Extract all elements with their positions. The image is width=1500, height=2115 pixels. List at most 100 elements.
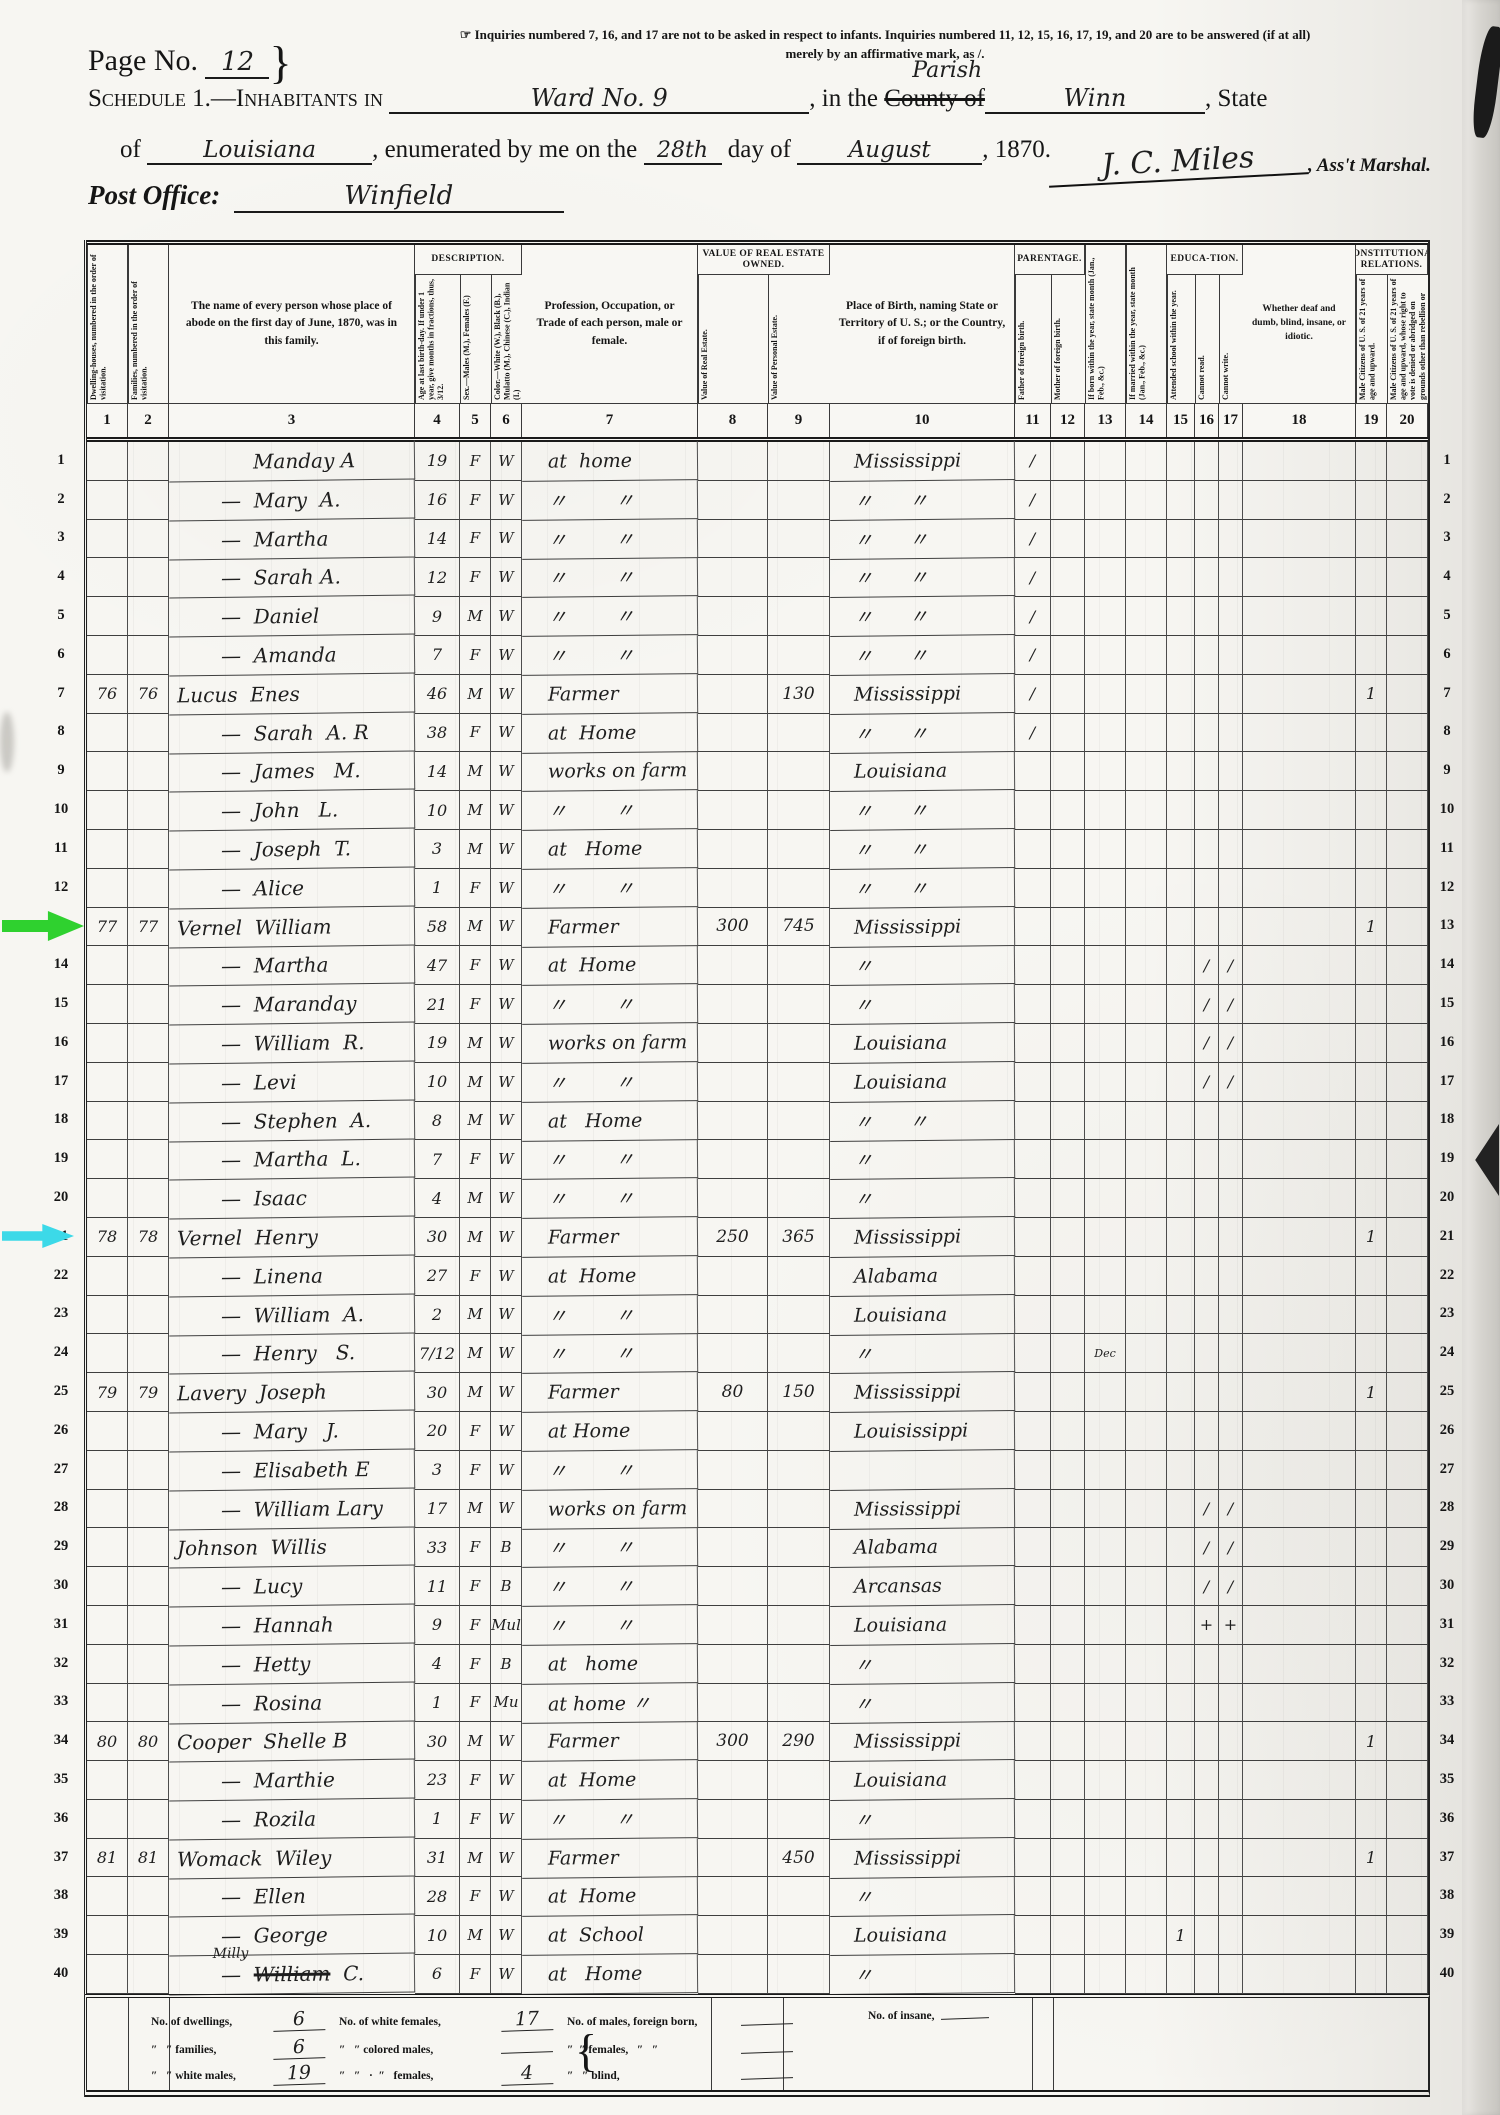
cell-m19-row-36	[1356, 1799, 1387, 1839]
column-header-20: Male Citizens of U. S. of 21 years of ag…	[1387, 275, 1428, 403]
cell-oc-row-31: 〃 〃	[521, 1604, 699, 1646]
cell-f-row-1	[128, 442, 169, 481]
cell-m14-row-2	[1126, 480, 1167, 520]
totals-value	[500, 2051, 554, 2054]
cell-m14-row-10	[1126, 791, 1167, 830]
cell-m11-row-5: /	[1015, 597, 1051, 636]
cell-m16-row-29: /	[1195, 1528, 1219, 1568]
cell-m20-row-13	[1387, 907, 1428, 947]
cell-m17-row-3	[1219, 519, 1243, 559]
column-header-13: If born within the year, state month (Ja…	[1085, 245, 1126, 403]
cell-m13-row-33	[1085, 1683, 1126, 1723]
cell-nm-row-3: — Martha	[168, 518, 416, 560]
cell-d-row-32	[87, 1644, 128, 1684]
cell-f-row-38	[128, 1877, 169, 1917]
totals-footer: No. of dwellings, 6 No. of white females,…	[84, 1994, 1430, 2097]
cell-cl-row-7: W	[491, 674, 522, 714]
cell-m17-row-28: /	[1219, 1489, 1243, 1529]
cell-m12-row-9	[1051, 752, 1085, 792]
cell-re-row-23	[698, 1295, 768, 1335]
cell-oc-row-15: 〃 〃	[521, 984, 699, 1025]
cell-m15-row-37	[1167, 1838, 1195, 1878]
cell-m11-row-16	[1015, 1023, 1051, 1063]
cell-m17-row-9	[1219, 752, 1243, 792]
column-header-9: Value of Personal Estate.	[768, 275, 830, 403]
cell-nm-row-6: — Amanda	[168, 634, 416, 677]
row-number-left-35: 35	[53, 1770, 69, 1787]
cell-m17-row-27	[1219, 1450, 1243, 1490]
row-number-left-33: 33	[53, 1693, 69, 1710]
column-header-15: Attended school within the year.	[1167, 275, 1195, 403]
cell-oc-row-38: at Home	[521, 1876, 699, 1918]
cell-m20-row-25	[1387, 1373, 1428, 1412]
cell-pe-row-33	[768, 1683, 830, 1723]
cell-m19-row-39	[1356, 1916, 1387, 1956]
cell-m13-row-27	[1085, 1450, 1126, 1490]
row-number-left-34: 34	[53, 1732, 69, 1749]
cell-m16-row-13	[1195, 907, 1219, 947]
cell-f-row-14	[128, 946, 169, 986]
cell-oc-row-16: works on farm	[521, 1023, 699, 1064]
cell-sx-row-24: M	[460, 1334, 491, 1374]
cell-pb-row-7: Mississippi	[829, 673, 1016, 715]
cell-m12-row-4	[1051, 558, 1085, 598]
cell-m11-row-20	[1015, 1179, 1051, 1218]
cell-sx-row-33: F	[460, 1683, 491, 1723]
cell-age-row-4: 12	[415, 558, 460, 598]
cell-pe-row-30	[768, 1567, 830, 1606]
cell-m15-row-30	[1167, 1567, 1195, 1606]
cell-m12-row-36	[1051, 1799, 1085, 1839]
cell-age-row-35: 23	[415, 1761, 460, 1800]
cell-pb-row-38: 〃	[829, 1876, 1016, 1918]
cell-m13-row-13	[1085, 907, 1126, 947]
cell-pb-row-24: 〃	[829, 1333, 1016, 1375]
cell-sx-row-27: F	[460, 1450, 491, 1490]
cell-cl-row-2: W	[491, 480, 522, 520]
cell-pb-row-29: Alabama	[829, 1527, 1016, 1569]
column-number-15: 15	[1167, 403, 1195, 437]
cell-d-row-13: 77	[87, 907, 128, 947]
cell-m20-row-30	[1387, 1567, 1428, 1606]
cell-m19-row-30	[1356, 1567, 1387, 1606]
cell-m11-row-6: /	[1015, 635, 1051, 675]
row-number-right-7: 7	[1443, 684, 1451, 701]
cell-re-row-16	[698, 1023, 768, 1063]
cell-oc-row-1: at home	[521, 441, 699, 482]
cell-m12-row-15	[1051, 985, 1085, 1024]
cell-d-row-39	[87, 1916, 128, 1956]
cell-nm-row-32: — Hetty	[168, 1643, 416, 1686]
totals-value: 6	[272, 2007, 326, 2032]
cell-m16-row-1	[1195, 442, 1219, 481]
cell-m19-row-38	[1356, 1877, 1387, 1917]
cell-m18-row-33	[1243, 1683, 1356, 1723]
day-of-label: day of	[721, 136, 798, 163]
cell-m20-row-39	[1387, 1916, 1428, 1956]
cell-pe-row-32	[768, 1644, 830, 1684]
cell-re-row-15	[698, 985, 768, 1024]
cell-m15-row-13	[1167, 907, 1195, 947]
cell-d-row-7: 76	[87, 674, 128, 714]
row-number-right-34: 34	[1439, 1732, 1455, 1749]
column-number-8: 8	[698, 403, 768, 437]
cell-m15-row-2	[1167, 480, 1195, 520]
row-number-left-10: 10	[53, 801, 69, 818]
cell-m20-row-29	[1387, 1528, 1428, 1568]
cell-m14-row-8	[1126, 713, 1167, 753]
cell-nm-row-40: Milly — William C.	[168, 1946, 416, 1996]
row-number-right-21: 21	[1439, 1227, 1455, 1244]
cell-m15-row-28	[1167, 1489, 1195, 1529]
column-number-10: 10	[830, 403, 1015, 437]
year-label: , 1870.	[982, 136, 1051, 163]
cell-m16-row-27	[1195, 1450, 1219, 1490]
cell-m15-row-25	[1167, 1373, 1195, 1412]
column-number-18: 18	[1243, 403, 1356, 437]
cell-m19-row-34: 1	[1356, 1722, 1387, 1762]
cell-sx-row-3: F	[460, 519, 491, 559]
cell-m18-row-4	[1243, 558, 1356, 598]
cell-m18-row-3	[1243, 519, 1356, 559]
cell-cl-row-13: W	[491, 907, 522, 947]
cell-m15-row-26	[1167, 1411, 1195, 1451]
instructions-line2: merely by an affirmative mark, as /.	[785, 45, 985, 61]
cell-m19-row-14	[1356, 946, 1387, 986]
